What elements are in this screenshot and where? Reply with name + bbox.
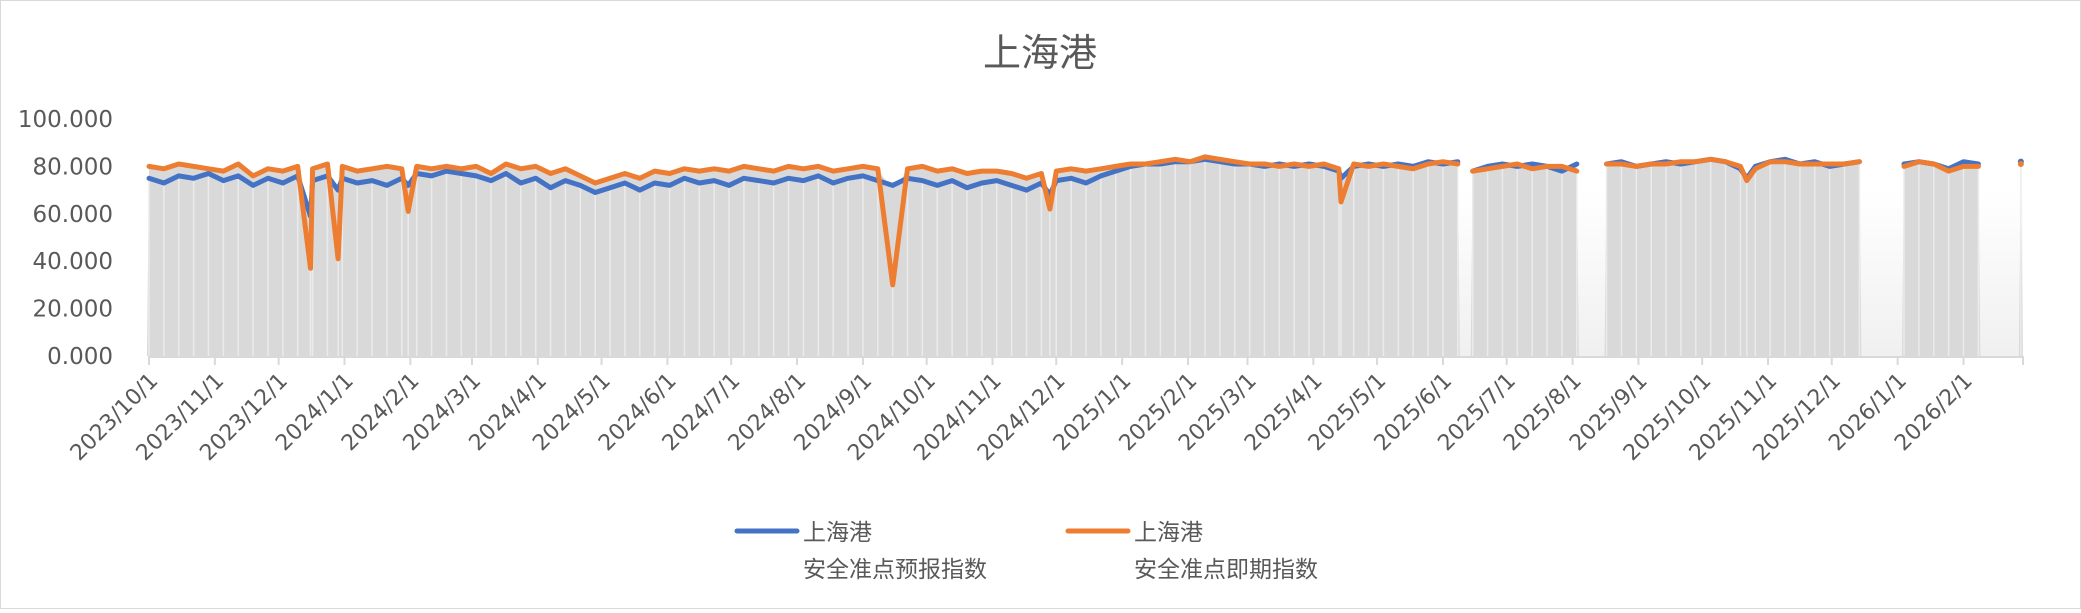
legend-label-forecast-line1: 上海港 [803,520,872,546]
chart-title: 上海港 [983,31,1097,75]
y-tick-label: 80.000 [33,154,113,180]
y-tick-label: 40.000 [33,249,113,275]
y-tick-label: 100.000 [18,107,113,133]
y-tick-label: 20.000 [33,297,113,323]
background-fill-area [147,159,2023,356]
y-tick-label: 60.000 [33,202,113,228]
y-tick-label: 0.000 [47,344,113,370]
data-point [2018,161,2024,167]
background-fill-segment [1902,164,1980,356]
current-index-line-segment [2018,161,2024,167]
legend-label-current-line1: 上海港 [1134,520,1203,546]
legend-label-current-line2: 安全准点即期指数 [1134,557,1318,583]
legend-label-forecast-line2: 安全准点预报指数 [803,557,987,583]
background-fill-segment [1605,162,1862,356]
